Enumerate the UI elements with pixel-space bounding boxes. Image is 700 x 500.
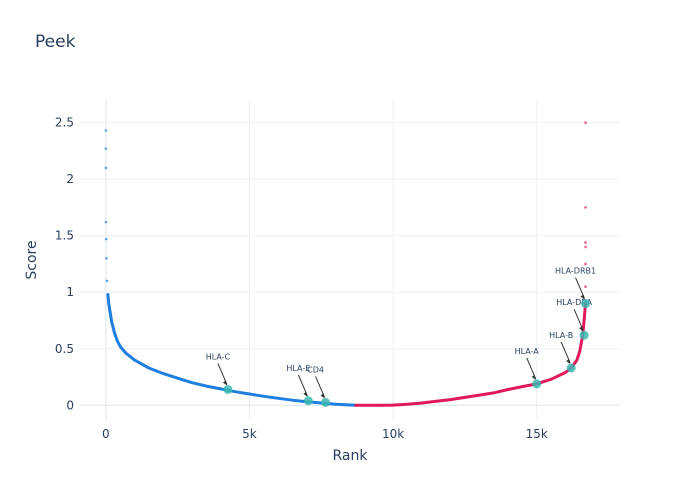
annotation-label: HLA-A: [515, 347, 540, 356]
data-point: [334, 402, 337, 406]
data-point: [105, 279, 109, 283]
data-point: [584, 262, 587, 266]
x-tick-label: 0: [102, 427, 110, 441]
data-point: [104, 237, 108, 241]
data-point: [110, 320, 113, 323]
data-point: [434, 400, 438, 403]
data-point: [104, 166, 108, 170]
y-tick-label: 2: [66, 172, 74, 186]
data-point: [248, 392, 251, 396]
data-point: [161, 372, 165, 375]
data-point: [107, 302, 111, 305]
data-point: [104, 220, 108, 224]
data-point: [584, 285, 587, 288]
data-point: [133, 358, 136, 362]
data-point: [492, 391, 495, 395]
data-point: [420, 401, 424, 405]
axes: 0 5k 10k 15k 0 0.5 1 1.5 2 2.5: [55, 116, 548, 441]
annotation-label: HLA-B: [549, 331, 573, 340]
data-point: [104, 129, 108, 132]
data-point: [584, 121, 587, 124]
series-line: [354, 302, 587, 407]
annotation-label: HLA-C: [206, 352, 231, 361]
data-point: [584, 241, 587, 244]
annotation-label: HLA-DRA: [556, 298, 592, 307]
data-point: [582, 319, 586, 322]
data-point: [584, 245, 587, 249]
annotation-arrowhead: [580, 294, 585, 300]
annotation-arrowhead: [222, 380, 227, 386]
highlight-point: [581, 299, 591, 309]
highlight-point: [321, 397, 331, 407]
data-point: [113, 331, 116, 335]
data-point: [219, 387, 223, 391]
data-point: [564, 371, 567, 374]
x-tick-label: 5k: [242, 427, 257, 441]
annotation-arrowhead: [531, 374, 536, 380]
data-point: [104, 147, 108, 150]
data-point: [291, 398, 294, 402]
annotation-arrowhead: [579, 326, 584, 332]
annotation-label: CD4: [307, 365, 324, 374]
data-point: [190, 381, 194, 384]
highlight-point: [532, 379, 542, 389]
data-point: [506, 388, 510, 391]
annotation-arrowhead: [320, 393, 325, 399]
highlight-point: [579, 330, 589, 340]
annotation-label: HLA-DRB1: [555, 267, 596, 276]
x-tick-label: 10k: [382, 427, 404, 441]
x-tick-label: 15k: [526, 427, 548, 441]
data-point: [108, 311, 112, 314]
y-tick-label: 1: [66, 285, 74, 299]
series-layer: [104, 121, 587, 407]
highlight-point: [303, 396, 313, 406]
y-tick-label: 0.5: [55, 342, 74, 356]
data-point: [233, 390, 237, 394]
data-point: [262, 394, 266, 398]
data-point: [391, 403, 395, 407]
annotation-label: HLA-E: [286, 364, 310, 373]
data-point: [205, 384, 208, 388]
data-point: [176, 376, 179, 380]
y-tick-label: 0: [66, 398, 74, 412]
data-point: [116, 339, 119, 343]
data-point: [147, 366, 151, 370]
data-point: [578, 349, 582, 353]
data-point: [406, 402, 409, 406]
data-point: [377, 404, 381, 407]
data-point: [124, 351, 128, 355]
highlight-point: [566, 363, 576, 373]
data-point: [477, 393, 481, 397]
data-point: [105, 257, 108, 260]
series-line: [106, 293, 358, 407]
chart-title: Peek: [35, 32, 76, 52]
annotation-arrowhead: [566, 358, 571, 364]
y-axis-label: Score: [24, 240, 40, 279]
highlight-point: [223, 384, 233, 394]
data-point: [276, 396, 280, 400]
data-point: [354, 404, 358, 407]
data-point: [106, 293, 110, 296]
data-point: [118, 345, 122, 348]
x-axis-label: Rank: [333, 448, 369, 464]
data-point: [549, 377, 553, 381]
data-point: [521, 385, 524, 388]
data-point: [463, 396, 467, 399]
y-tick-label: 2.5: [55, 116, 74, 130]
data-point: [584, 206, 587, 209]
annotation-arrowhead: [303, 391, 308, 397]
data-point: [575, 358, 579, 362]
y-tick-label: 1.5: [55, 229, 74, 243]
data-point: [449, 398, 452, 401]
